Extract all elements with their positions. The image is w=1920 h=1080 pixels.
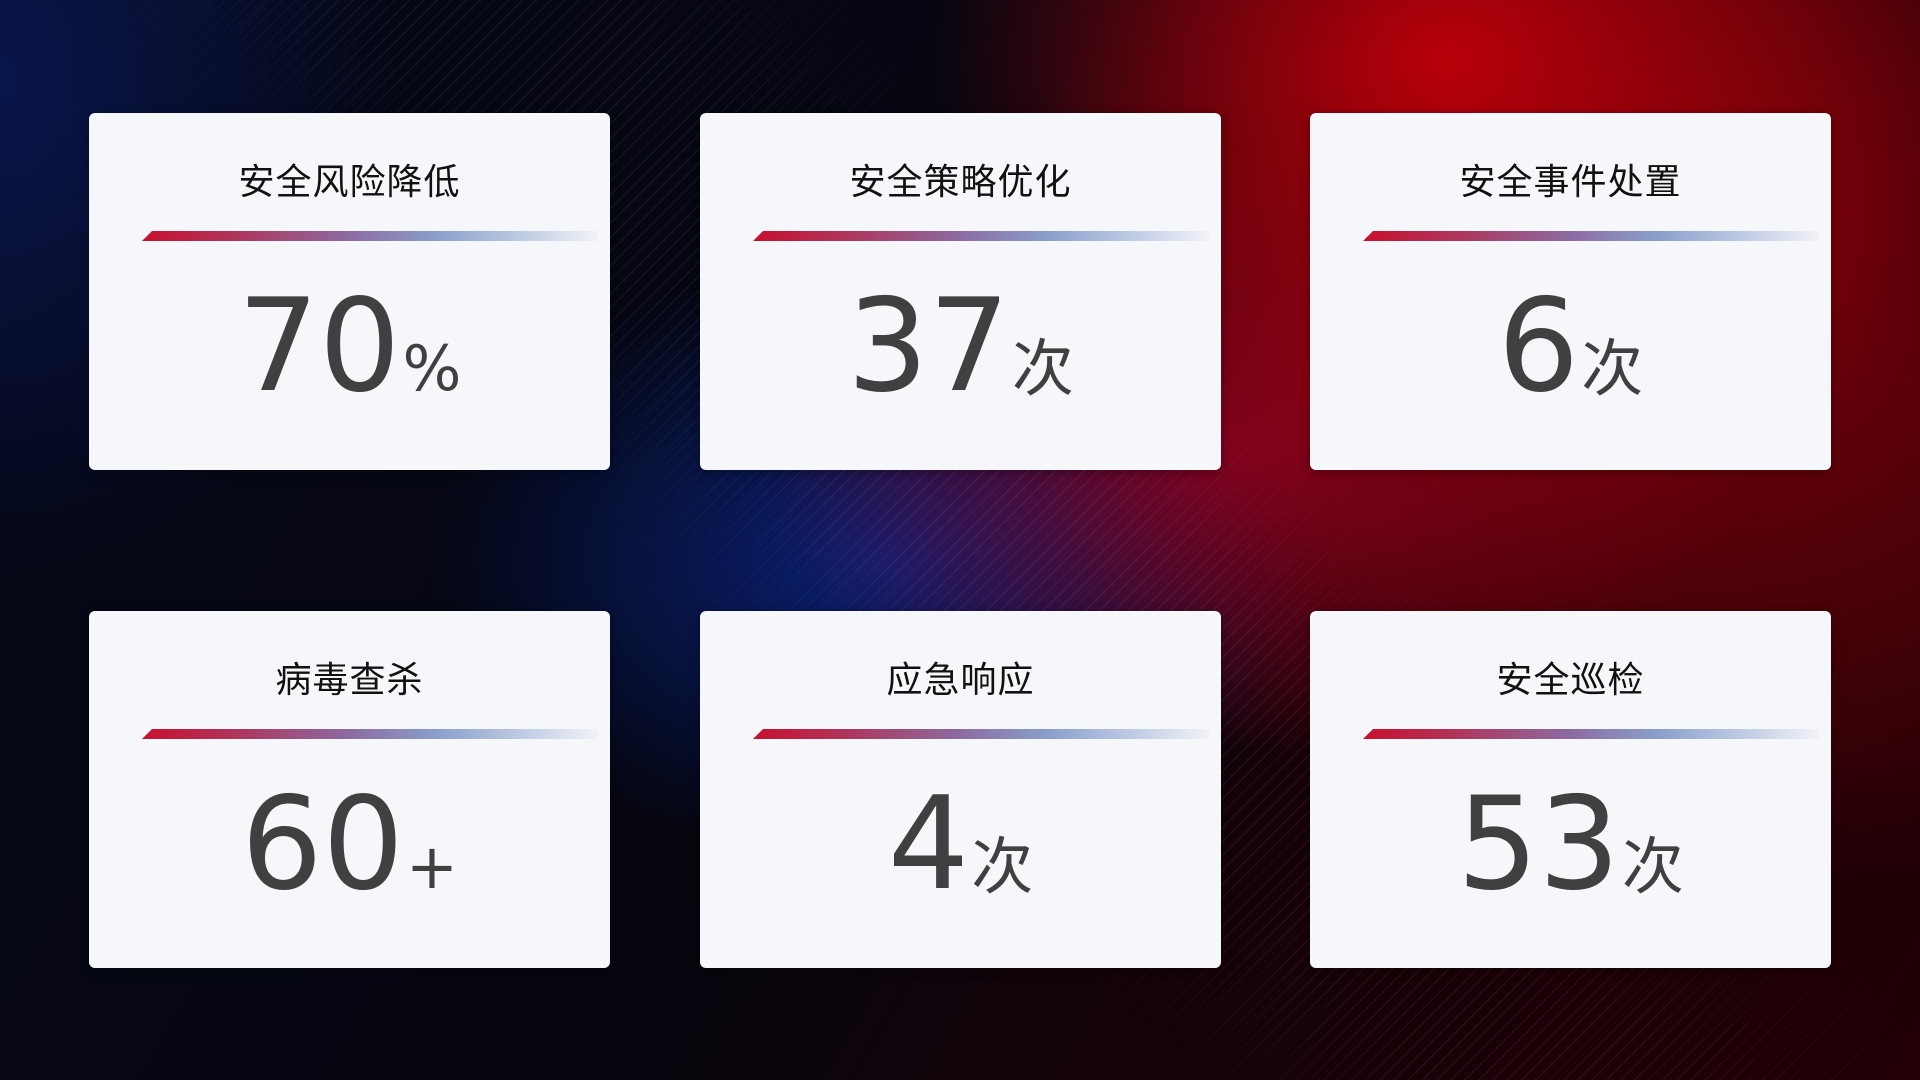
card-title: 安全策略优化 — [849, 162, 1072, 203]
card-value: 53次 — [1310, 781, 1831, 909]
card-divider — [753, 231, 1209, 241]
value-unit: 次 — [1011, 332, 1074, 405]
card-divider — [1363, 729, 1819, 739]
card-divider — [142, 729, 598, 739]
stat-card-virus-removal: 病毒查杀 60+ — [89, 611, 610, 968]
card-value: 70% — [89, 283, 610, 411]
card-divider — [142, 231, 598, 241]
card-value: 4次 — [700, 781, 1221, 909]
value-unit: + — [405, 830, 458, 903]
value-number: 4 — [887, 770, 970, 919]
value-unit: 次 — [1581, 332, 1644, 405]
stat-card-risk-reduction: 安全风险降低 70% — [89, 113, 610, 470]
stat-card-security-inspection: 安全巡检 53次 — [1310, 611, 1831, 968]
stat-card-policy-optimization: 安全策略优化 37次 — [700, 113, 1221, 470]
card-title: 病毒查杀 — [275, 660, 424, 701]
card-title: 安全风险降低 — [238, 162, 461, 203]
card-title: 安全事件处置 — [1459, 162, 1682, 203]
card-divider — [1363, 231, 1819, 241]
card-divider — [753, 729, 1209, 739]
value-number: 53 — [1457, 770, 1620, 919]
card-title: 应急响应 — [886, 660, 1035, 701]
card-value: 37次 — [700, 283, 1221, 411]
value-number: 6 — [1497, 272, 1580, 421]
card-value: 6次 — [1310, 283, 1831, 411]
card-title: 安全巡检 — [1496, 660, 1645, 701]
stat-card-incident-handling: 安全事件处置 6次 — [1310, 113, 1831, 470]
value-number: 37 — [847, 272, 1010, 421]
value-number: 70 — [237, 272, 401, 421]
value-number: 60 — [241, 770, 404, 919]
stat-card-emergency-response: 应急响应 4次 — [700, 611, 1221, 968]
card-value: 60+ — [89, 781, 610, 909]
value-unit: 次 — [1621, 830, 1684, 903]
value-unit: 次 — [971, 830, 1034, 903]
value-unit: % — [402, 332, 462, 405]
